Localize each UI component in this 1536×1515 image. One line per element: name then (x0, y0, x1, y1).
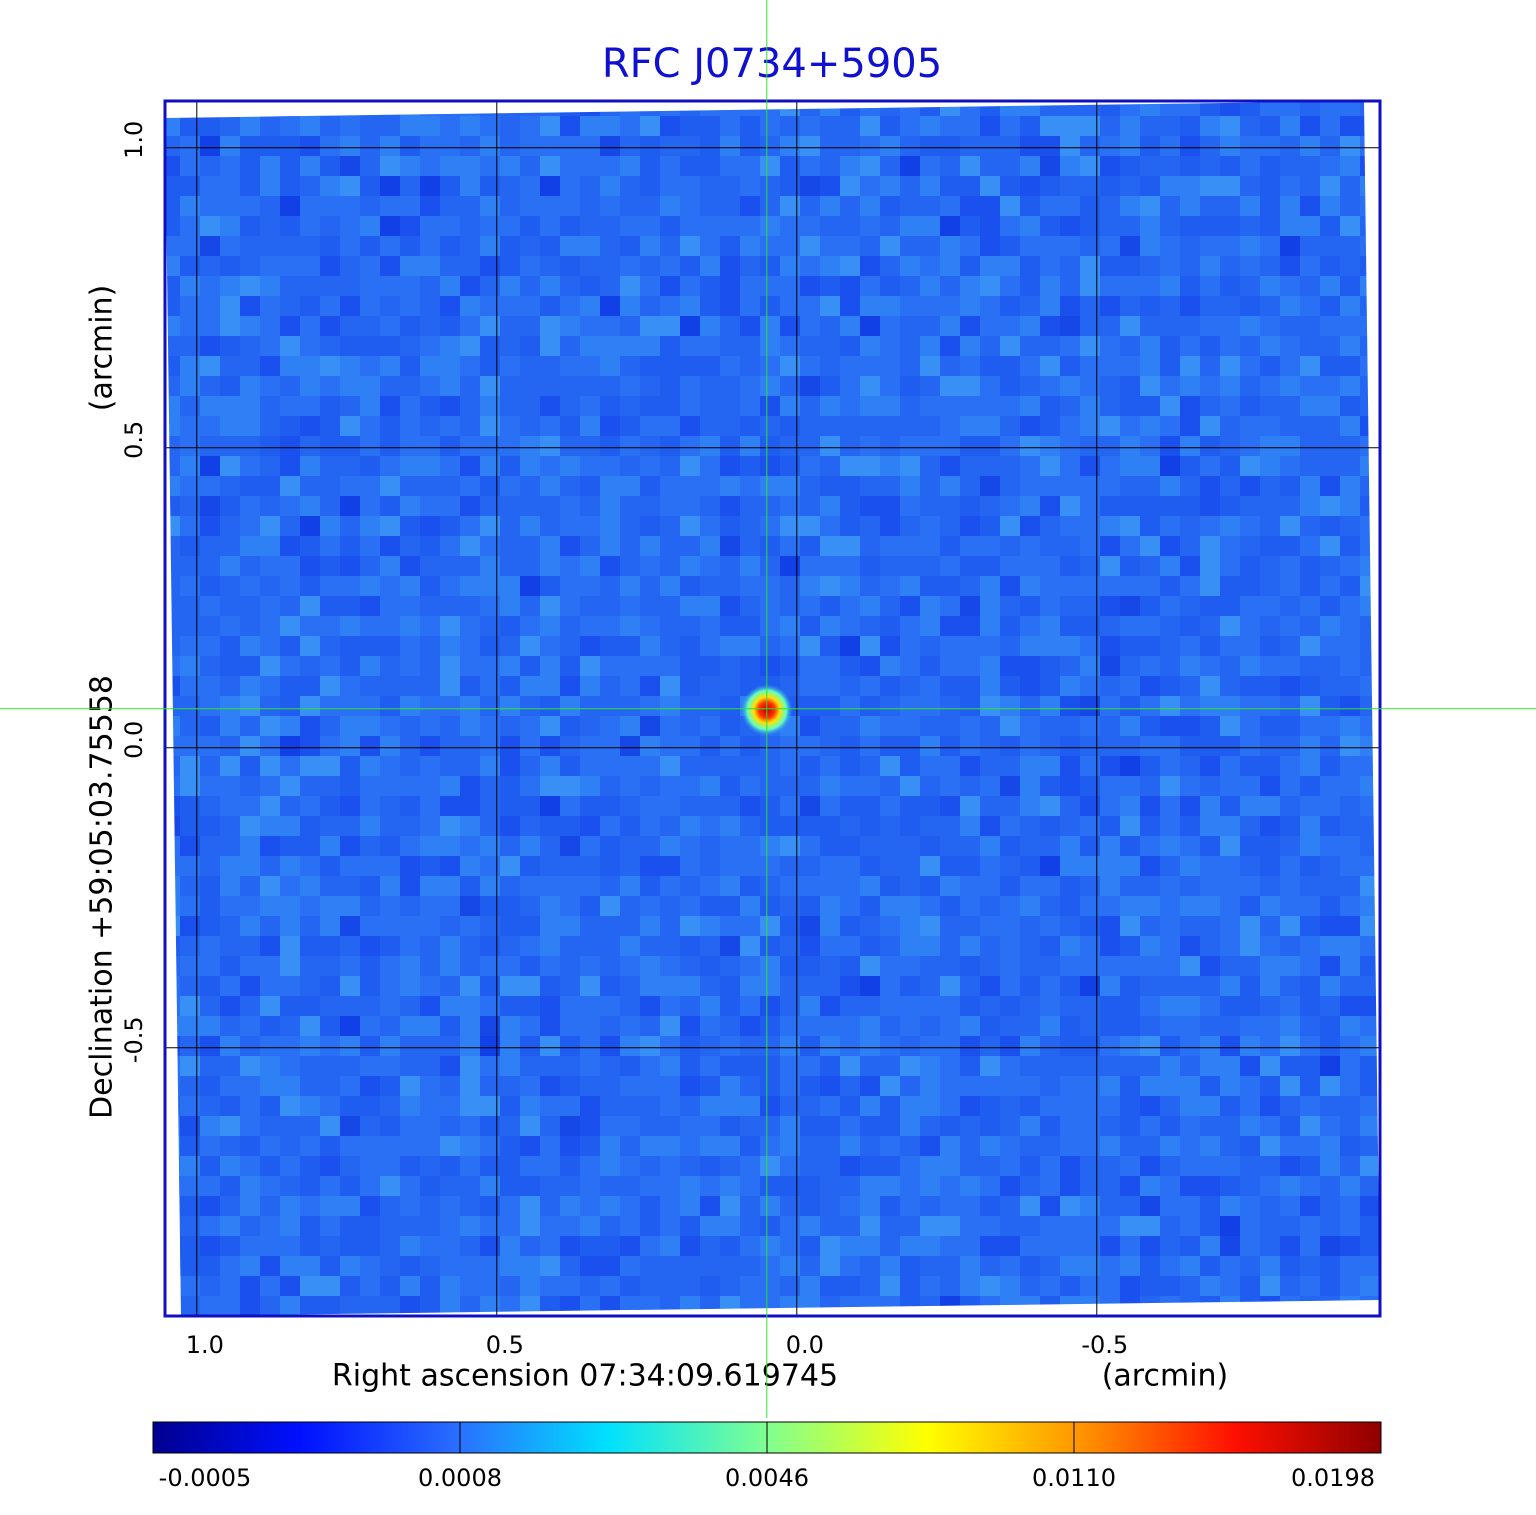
y-axis-label: Declination +59:05:03.75558 (85, 675, 120, 1119)
colorbar-tick-label: -0.0005 (159, 1464, 252, 1492)
y-tick-label: 1.0 (120, 121, 148, 159)
x-tick-label: 0.5 (486, 1331, 524, 1359)
y-tick-label: 0.0 (120, 721, 148, 759)
colorbar-tick-label: 0.0008 (418, 1464, 502, 1492)
y-tick-label: 0.5 (120, 421, 148, 459)
y-axis-unit: (arcmin) (85, 285, 120, 412)
colorbar-tick-label: 0.0110 (1032, 1464, 1116, 1492)
x-tick-label: 0.0 (786, 1331, 824, 1359)
colorbar-tick-label: 0.0198 (1291, 1464, 1375, 1492)
x-axis-unit: (arcmin) (1102, 1359, 1229, 1394)
image-field (165, 101, 1380, 1316)
y-tick-label: -0.5 (120, 1016, 148, 1063)
x-tick-label: -0.5 (1081, 1331, 1128, 1359)
chart-title: RFC J0734+5905 (602, 41, 942, 87)
colorbar-tick-label: 0.0046 (725, 1464, 809, 1492)
x-axis-label: Right ascension 07:34:09.619745 (332, 1359, 838, 1394)
x-tick-label: 1.0 (186, 1331, 224, 1359)
